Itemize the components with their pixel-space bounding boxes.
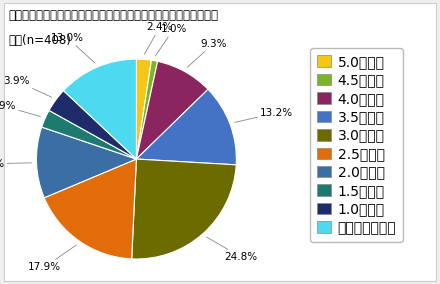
Text: 1.0%: 1.0% <box>155 24 187 56</box>
Wedge shape <box>136 89 236 165</box>
Text: 3.9%: 3.9% <box>4 76 51 97</box>
Wedge shape <box>37 127 136 198</box>
Text: 9.3%: 9.3% <box>187 39 227 67</box>
Text: か？(n=408): か？(n=408) <box>9 34 72 47</box>
Wedge shape <box>63 59 136 159</box>
Text: レビューの星が何個以下ならダウンロードをしたくないと感じます: レビューの星が何個以下ならダウンロードをしたくないと感じます <box>9 9 219 22</box>
FancyBboxPatch shape <box>4 3 436 281</box>
Wedge shape <box>42 110 136 159</box>
Text: 2.9%: 2.9% <box>0 101 40 116</box>
Wedge shape <box>44 159 136 259</box>
Text: 2.4%: 2.4% <box>144 22 173 54</box>
Wedge shape <box>132 159 236 259</box>
Wedge shape <box>49 91 136 159</box>
Text: 11.5%: 11.5% <box>0 159 32 169</box>
Wedge shape <box>136 59 151 159</box>
Wedge shape <box>136 61 208 159</box>
Text: 13.0%: 13.0% <box>51 33 95 63</box>
Legend: 5.0個以下, 4.5個以下, 4.0個以下, 3.5個以下, 3.0個以下, 2.5個以下, 2.0個以下, 1.5個以下, 1.0個以下, よくわからない: 5.0個以下, 4.5個以下, 4.0個以下, 3.5個以下, 3.0個以下, … <box>310 48 403 242</box>
Text: 17.9%: 17.9% <box>28 245 76 272</box>
Wedge shape <box>136 60 158 159</box>
Text: 13.2%: 13.2% <box>235 108 293 122</box>
Text: 24.8%: 24.8% <box>207 237 258 262</box>
